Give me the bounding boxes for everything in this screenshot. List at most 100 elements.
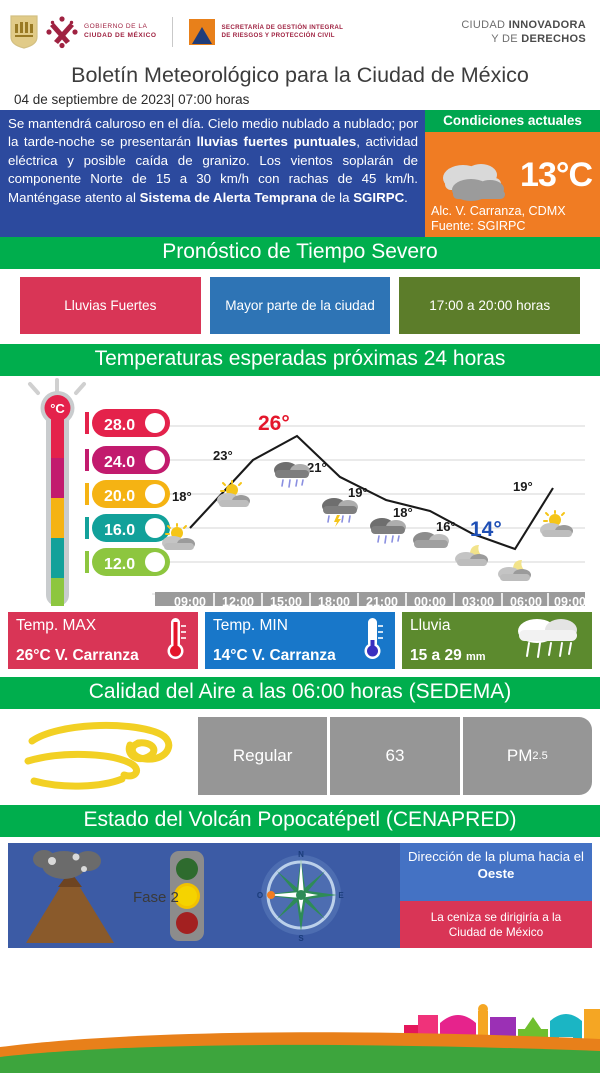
air-quality-level: Regular: [198, 717, 328, 795]
svg-text:°C: °C: [50, 401, 65, 416]
sgirpc-line1: SECRETARÍA DE GESTIÓN INTEGRAL: [221, 23, 344, 31]
ash-warning-line1: La ceniza se dirigiría a la: [430, 909, 562, 924]
time-tick-0: 09:00: [174, 595, 206, 606]
stat-rain-amount: 15 a 29: [410, 647, 467, 664]
time-tick-7: 06:00: [510, 595, 542, 606]
bulletin-b1: lluvias fuertes puntuales: [196, 134, 357, 150]
bulletin-row: Se mantendrá caluroso en el día. Cielo m…: [0, 110, 600, 237]
thermometer-hot-icon: [167, 618, 186, 659]
point-label-1: 23°: [213, 448, 233, 463]
icon-2-rain-cloud-icon: [273, 461, 311, 488]
time-tick-4: 21:00: [366, 595, 398, 606]
volcano-graphic: N S E O: [26, 850, 344, 943]
current-meta: Alc. V. Carranza, CDMX Fuente: SGIRPC: [431, 204, 566, 234]
gobierno-line1: GOBIERNO DE LA: [84, 23, 148, 31]
compass-label-n: N: [298, 850, 304, 859]
severe-box-time: 17:00 a 20:00 horas: [399, 277, 581, 334]
gobierno-line2: CIUDAD DE MÉXICO: [84, 32, 157, 39]
bulletin-datetime: 04 de septiembre de 2023| 07:00 horas: [14, 92, 250, 107]
traffic-light-yellow-icon: [170, 851, 204, 941]
current-conditions-body: 13°C Alc. V. Carranza, CDMX Fuente: SGIR…: [425, 132, 600, 237]
time-tick-1: 12:00: [222, 595, 254, 606]
stat-temp-max-label: Temp. MAX: [16, 617, 97, 634]
gobierno-cdmx-text: GOBIERNO DE LA CIUDAD DE MÉXICO: [84, 23, 156, 40]
thermometer-scale: 28.0 24.0 20.0 16: [85, 409, 170, 576]
air-quality-cells: Regular 63 PM 2.5: [198, 717, 592, 795]
temperature-chart-svg: °C 28.0: [28, 378, 586, 606]
chart-point-labels: 18° 23° 21° 19° 18° 16° 19°: [172, 448, 533, 534]
volcano-plume-panel: Dirección de la pluma hacia el Oeste La …: [400, 843, 592, 948]
temperature-chart: °C 28.0: [0, 376, 600, 606]
page-header: GOBIERNO DE LA CIUDAD DE MÉXICO SECRETAR…: [0, 0, 600, 58]
stat-temp-max-value: 26°C V. Carranza: [16, 647, 139, 664]
air-quality-icon-wrap: [8, 717, 198, 795]
time-tick-3: 18:00: [318, 595, 350, 606]
chart-min-label: 14°: [470, 518, 502, 541]
scale-item-20: 20.0: [85, 480, 170, 508]
air-quality-section: Regular 63 PM 2.5: [0, 709, 600, 805]
volcano-plume-icon: [33, 850, 101, 879]
bulletin-p1: Se mantendrá caluroso en el día. Cielo m…: [8, 116, 418, 150]
proteccion-civil-icon: [189, 19, 216, 45]
footer-green-band: [0, 1044, 600, 1073]
sgirpc-logo: SECRETARÍA DE GESTIÓN INTEGRAL DE RIESGO…: [189, 19, 343, 45]
bulletin-b2: Sistema de Alerta Temprana: [139, 189, 317, 205]
severe-box-area: Mayor parte de la ciudad: [209, 277, 391, 334]
time-tick-8: 09:00: [554, 595, 586, 606]
volcano-section: N S E O Fase 2 Dirección de la pluma hac…: [8, 843, 592, 948]
ash-warning-box: La ceniza se dirigiría a la Ciudad de Mé…: [400, 901, 592, 948]
stat-temp-max: Temp. MAX 26°C V. Carranza: [8, 612, 198, 669]
sgirpc-text: SECRETARÍA DE GESTIÓN INTEGRAL DE RIESGO…: [221, 24, 343, 41]
stat-rain-unit: mm: [466, 651, 486, 663]
slogan-line2-bold: DERECHOS: [521, 33, 586, 45]
triangle-icon: [192, 27, 213, 44]
icon-8-sun-behind-cloud-icon: [539, 510, 574, 538]
bulletin-p3: de la: [316, 189, 354, 205]
bulletin-p2: , actividad eléctrica y posible caída de…: [8, 134, 418, 205]
stat-temp-min-label: Temp. MIN: [213, 617, 288, 634]
compass-label-e: E: [338, 891, 344, 900]
bulletin-p4: .: [404, 189, 408, 205]
svg-text:12.0: 12.0: [104, 556, 135, 573]
scale-item-24: 24.0: [85, 446, 170, 474]
compass-rose-icon: N S E O: [257, 850, 344, 943]
sgirpc-line2: DE RIESGOS Y PROTECCIÓN CIVIL: [221, 32, 335, 39]
point-label-5: 18°: [393, 505, 413, 520]
air-quality-pollutant: PM 2.5: [462, 717, 592, 795]
air-quality-index: 63: [330, 717, 460, 795]
volcano-icon: [26, 871, 114, 943]
plume-direction-box: Dirección de la pluma hacia el Oeste: [400, 843, 592, 902]
time-tick-2: 15:00: [270, 595, 302, 606]
temperature-line: [189, 434, 554, 551]
plume-direction-value: Oeste: [477, 866, 515, 881]
current-conditions-panel: Condiciones actuales 13°C Alc. V. Carran…: [425, 110, 600, 237]
time-tick-6: 03:00: [462, 595, 494, 606]
air-quality-title: Calidad del Aire a las 06:00 horas (SEDE…: [0, 677, 600, 709]
plume-direction-label: Dirección de la pluma hacia el: [408, 849, 584, 864]
stat-rain-label: Lluvia: [410, 617, 451, 634]
svg-text:24.0: 24.0: [104, 454, 135, 471]
volcano-title: Estado del Volcán Popocatépetl (CENAPRED…: [0, 805, 600, 837]
svg-text:28.0: 28.0: [104, 417, 135, 434]
compass-label-o: O: [257, 891, 263, 900]
svg-text:16.0: 16.0: [104, 522, 135, 539]
svg-text:20.0: 20.0: [104, 488, 135, 505]
scale-item-12: 12.0: [85, 548, 170, 576]
point-label-6: 16°: [436, 519, 456, 534]
point-label-3: 21°: [307, 460, 327, 475]
compass-label-s: S: [298, 934, 304, 943]
slogan-line1-bold: INNOVADORA: [508, 19, 586, 31]
cdmx-shield-icon: [10, 15, 38, 49]
scale-item-16: 16.0: [85, 514, 170, 542]
current-temperature: 13°C: [520, 156, 593, 194]
header-divider: [172, 17, 174, 47]
scale-item-28: 28.0: [85, 409, 170, 437]
cloudy-icon: [443, 164, 505, 201]
header-logos: GOBIERNO DE LA CIUDAD DE MÉXICO SECRETAR…: [10, 15, 343, 49]
current-source: Fuente: SGIRPC: [431, 219, 526, 233]
bulletin-b3: SGIRPC: [353, 189, 405, 205]
pollutant-sub: 2.5: [532, 750, 548, 762]
cdmx-knot-icon: [46, 16, 78, 49]
page-title: Boletín Meteorológico para la Ciudad de …: [71, 63, 529, 87]
icon-7-moon-behind-cloud-icon: [498, 559, 531, 581]
